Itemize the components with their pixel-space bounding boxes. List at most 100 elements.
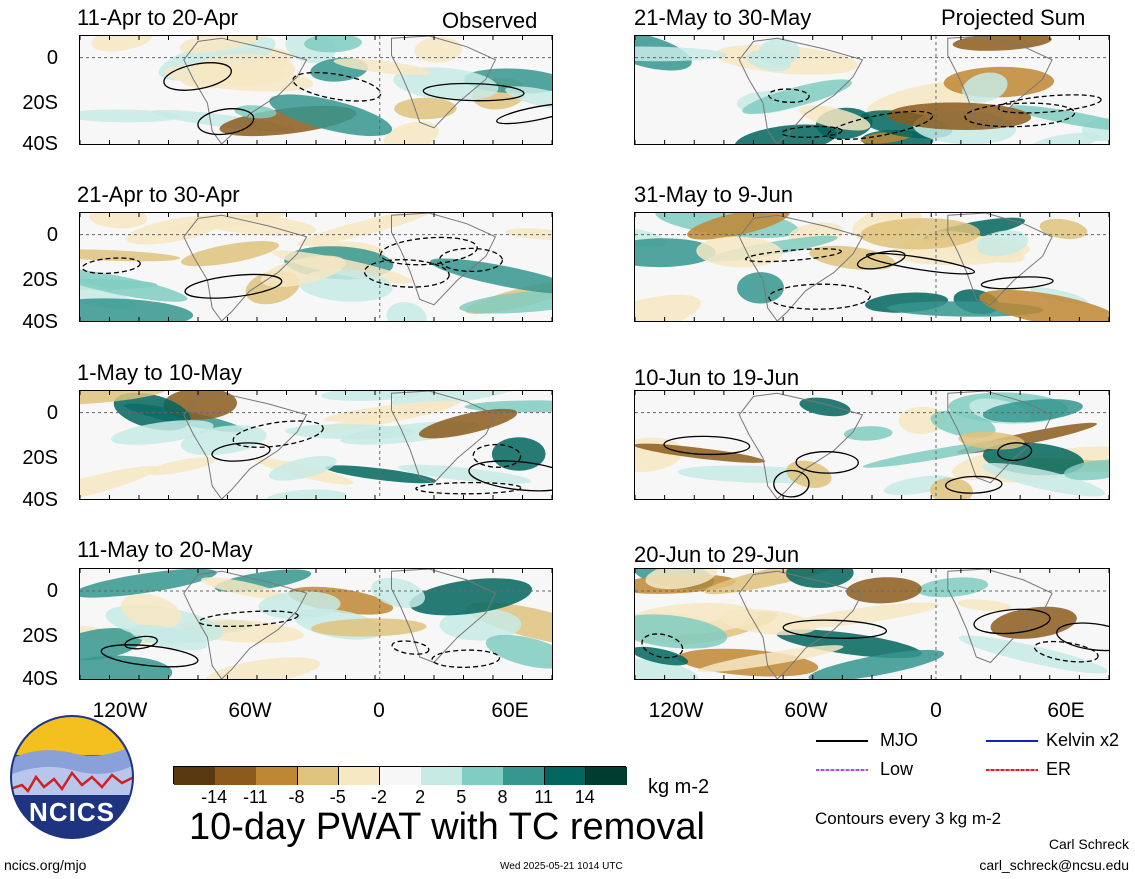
map-panel [634, 212, 1110, 322]
anomaly-blob [179, 36, 267, 54]
anomaly-blob [192, 53, 296, 86]
mjo-contour [827, 110, 934, 141]
colorbar-cell [585, 767, 628, 785]
anomaly-blob [491, 437, 546, 471]
anomaly-blob [234, 105, 277, 119]
africa-outline [947, 569, 1053, 664]
lat-label: 20S [22, 625, 58, 647]
africa-outline [947, 213, 1053, 306]
lat-label: 20S [22, 269, 58, 291]
legend-label-kelvin: Kelvin x2 [1046, 730, 1120, 750]
anomaly-blob [80, 655, 173, 679]
lon-label: 60W [228, 699, 272, 722]
mjo-contour [379, 236, 478, 266]
anomaly-blob [459, 288, 552, 314]
mjo-contour [124, 635, 158, 650]
colorbar-tick-label: 2 [415, 787, 426, 807]
legend-label-er: ER [1046, 759, 1072, 779]
anomaly-blob [758, 38, 800, 66]
lat-label: 0 [46, 402, 58, 424]
anomaly-blob [311, 618, 427, 637]
mjo-contour [431, 649, 501, 668]
footer-email: carl_schreck@ncsu.edu [979, 857, 1129, 873]
anomaly-blob [418, 408, 518, 439]
lon-label: 120W [648, 699, 704, 722]
legend-line-low [816, 769, 868, 771]
mjo-contour [782, 619, 888, 639]
map-panel [634, 568, 1110, 680]
colorbar-cell [544, 767, 587, 785]
anomaly-blob [80, 391, 166, 405]
anomaly-blob [429, 258, 552, 294]
mjo-contour [773, 469, 810, 498]
anomaly-blob [786, 460, 832, 488]
africa-outline [391, 569, 497, 664]
map-field [80, 36, 552, 144]
anomaly-blob [397, 464, 532, 484]
mjo-contour [997, 94, 1102, 114]
anomaly-blob [269, 455, 337, 481]
map-field [80, 569, 552, 679]
anomaly-blob [734, 124, 837, 144]
anomaly-blob [958, 635, 1108, 674]
mjo-contour [292, 71, 382, 102]
mjo-contour [980, 276, 1054, 290]
panel-title: 11-Apr to 20-Apr [77, 5, 239, 30]
anomaly-blob [80, 249, 181, 262]
mjo-contour [211, 442, 271, 462]
legend-line-kelvin [986, 740, 1038, 742]
anomaly-blob [799, 397, 851, 417]
anomaly-blob [120, 593, 182, 629]
anomaly-blob [146, 457, 216, 475]
colorbar-tick-label: -11 [243, 787, 268, 807]
anomaly-blob [383, 121, 439, 144]
mjo-contour [663, 435, 751, 456]
contours-note: Contours every 3 kg m-2 [815, 809, 1002, 828]
colorbar-cell [379, 767, 422, 785]
map-field [80, 391, 552, 499]
anomaly-blob [843, 426, 893, 441]
anomaly-blob [304, 36, 362, 53]
anomaly-blob [635, 659, 700, 679]
footer-timestamp: Wed 2025-05-21 1014 UTC [500, 861, 623, 872]
anomaly-blob [696, 236, 783, 268]
anomaly-blob [883, 475, 954, 496]
mjo-contour [768, 88, 810, 103]
lat-label: 40S [22, 311, 58, 333]
anomaly-blob [391, 391, 534, 407]
anomaly-blob [113, 392, 191, 431]
ncics-logo: NCICS [10, 715, 134, 839]
anomaly-blob [846, 577, 922, 604]
colorbar-tick-label: 14 [574, 787, 595, 807]
map-panel [79, 568, 553, 680]
anomaly-blob [635, 646, 689, 666]
anomaly-blob [80, 628, 143, 661]
lat-label: 20S [22, 92, 58, 114]
anomaly-blob [269, 94, 393, 137]
map-field [635, 36, 1109, 144]
anomaly-blob [371, 577, 426, 608]
anomaly-blob [297, 213, 431, 247]
colorbar-tick-label: 5 [456, 787, 467, 807]
africa-outline [391, 36, 497, 129]
lat-label: 40S [22, 489, 58, 511]
colorbar [173, 766, 628, 785]
anomaly-blob [505, 86, 552, 112]
anomaly-blob [111, 420, 214, 445]
map-panel [634, 35, 1110, 145]
map-field [635, 391, 1109, 499]
anomaly-blob [129, 625, 208, 651]
panel-title: 10-Jun to 19-Jun [634, 365, 800, 390]
anomaly-blob [1064, 459, 1109, 481]
legend-line-mjo [816, 740, 868, 742]
anomaly-blob [952, 36, 1052, 51]
mjo-contour [472, 443, 522, 468]
anomaly-blob [409, 578, 533, 616]
lat-label: 0 [46, 47, 58, 69]
footer-site: ncics.org/mjo [4, 857, 87, 873]
colorbar-labels: -14 -11 -8 -5 -2 2 5 8 11 14 [0, 788, 700, 810]
colorbar-cell [297, 767, 340, 785]
anomaly-blob [1031, 132, 1100, 144]
africa-outline [391, 391, 497, 484]
anomaly-blob [635, 614, 728, 649]
